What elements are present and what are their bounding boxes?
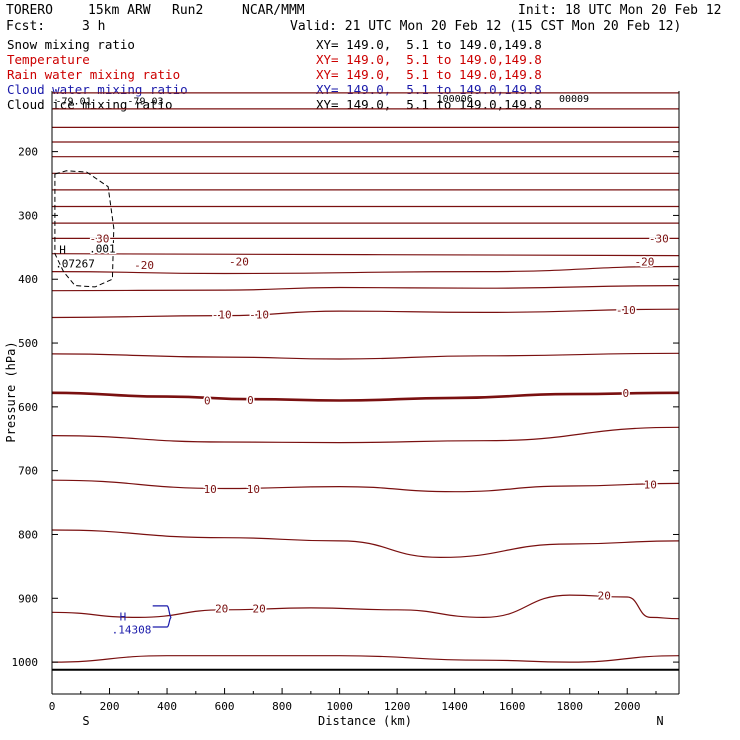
isotherm-line [51, 308, 680, 319]
cloud-ice-contour-label: .001 [89, 243, 116, 256]
y-tick-label: 500 [18, 337, 38, 350]
isotherm-label: 20 [252, 602, 265, 615]
x-tick-label: 1800 [556, 700, 583, 713]
isotherm-label: 0 [622, 387, 629, 400]
isotherm-label: -20 [229, 255, 249, 268]
isotherm-label: -20 [635, 255, 655, 268]
y-tick-label: 400 [18, 273, 38, 286]
model-name: TORERO [6, 3, 53, 18]
legend-rain-name: Rain water mixing ratio [7, 67, 181, 82]
isotherm-label: 20 [598, 590, 611, 603]
y-tick-label: 800 [18, 528, 38, 541]
isotherm-label: -10 [212, 308, 232, 321]
isotherm-label: 10 [247, 483, 260, 496]
y-axis-title: Pressure (hPa) [4, 341, 18, 442]
x-tick-label: 1000 [326, 700, 353, 713]
isotherm-line [51, 391, 680, 402]
isotherm-label: 10 [644, 479, 657, 492]
endpoint-left-label: S [82, 714, 89, 728]
isotherm-label: 0 [247, 394, 254, 407]
cloud-ice-mark: -79.03 [127, 97, 163, 108]
y-tick-label: 300 [18, 209, 38, 222]
isotherm-line [51, 655, 680, 663]
cloud-ice-max-marker: H [59, 244, 66, 257]
isotherm-label: -30 [90, 232, 110, 245]
endpoint-right-label: N [656, 714, 663, 728]
x-axis-title: Distance (km) [318, 714, 412, 728]
isotherm-line [51, 426, 680, 444]
model-grid: 15km ARW [88, 3, 151, 18]
forecast-hour: 3 h [82, 19, 106, 34]
isotherm-label: -20 [134, 259, 154, 272]
isotherm-label: 20 [215, 602, 228, 615]
legend-rain-xy: XY= 149.0, 5.1 to 149.0,149.8 [316, 67, 542, 82]
cloud-water-max-marker: H [120, 611, 127, 624]
legend-snow-xy: XY= 149.0, 5.1 to 149.0,149.8 [316, 37, 542, 52]
isotherm-line [51, 529, 680, 559]
y-tick-label: 700 [18, 465, 38, 478]
init-time: Init: 18 UTC Mon 20 Feb 12 [518, 3, 722, 18]
valid-time: Valid: 21 UTC Mon 20 Feb 12 (15 CST Mon … [290, 19, 682, 34]
x-tick-label: 600 [215, 700, 235, 713]
run-label: Run2 [172, 3, 204, 18]
cloud-ice-mark: 00009 [559, 94, 589, 105]
y-tick-label: 1000 [12, 656, 39, 669]
y-tick-label: 200 [18, 146, 38, 159]
isotherm-label: 10 [204, 483, 217, 496]
isotherm-label: -10 [249, 308, 269, 321]
x-tick-label: 0 [49, 700, 56, 713]
legend-cloud-ice-xy: XY= 149.0, 5.1 to 149.0,149.8 [316, 97, 542, 112]
x-tick-label: 1400 [441, 700, 468, 713]
cloud-ice-mark: 100006 [437, 94, 473, 105]
isotherm-line [51, 265, 680, 275]
cloud-water-contour [152, 605, 172, 628]
legend-temperature-name: Temperature [7, 52, 90, 67]
x-tick-label: 400 [157, 700, 177, 713]
isotherm-label: -10 [616, 304, 636, 317]
isotherm-line [51, 479, 680, 493]
cloud-ice-max-value: .07267 [55, 258, 95, 271]
y-tick-label: 900 [18, 592, 38, 605]
cloud-ice-contour [54, 170, 115, 288]
x-tick-label: 1200 [384, 700, 411, 713]
x-tick-label: 2000 [614, 700, 641, 713]
x-tick-label: 1600 [499, 700, 526, 713]
cloud-ice-mark: -79.01 [56, 97, 92, 108]
isotherm-label: 0 [204, 394, 211, 407]
isotherm-line [51, 352, 680, 360]
legend-cloud-ice-name: Cloud ice mixing ratio [7, 97, 173, 112]
legend-temperature-xy: XY= 149.0, 5.1 to 149.0,149.8 [316, 52, 542, 67]
cloud-water-max-value: .14308 [112, 624, 152, 637]
org-label: NCAR/MMM [242, 3, 305, 18]
isotherm-label: -30 [649, 232, 669, 245]
x-tick-label: 200 [100, 700, 120, 713]
isotherm-line [51, 285, 680, 292]
forecast-label: Fcst: [6, 19, 46, 34]
x-tick-label: 800 [272, 700, 292, 713]
isotherm-line [51, 594, 680, 620]
legend-snow-name: Snow mixing ratio [7, 37, 135, 52]
isotherm-line [51, 253, 680, 257]
y-tick-label: 600 [18, 401, 38, 414]
